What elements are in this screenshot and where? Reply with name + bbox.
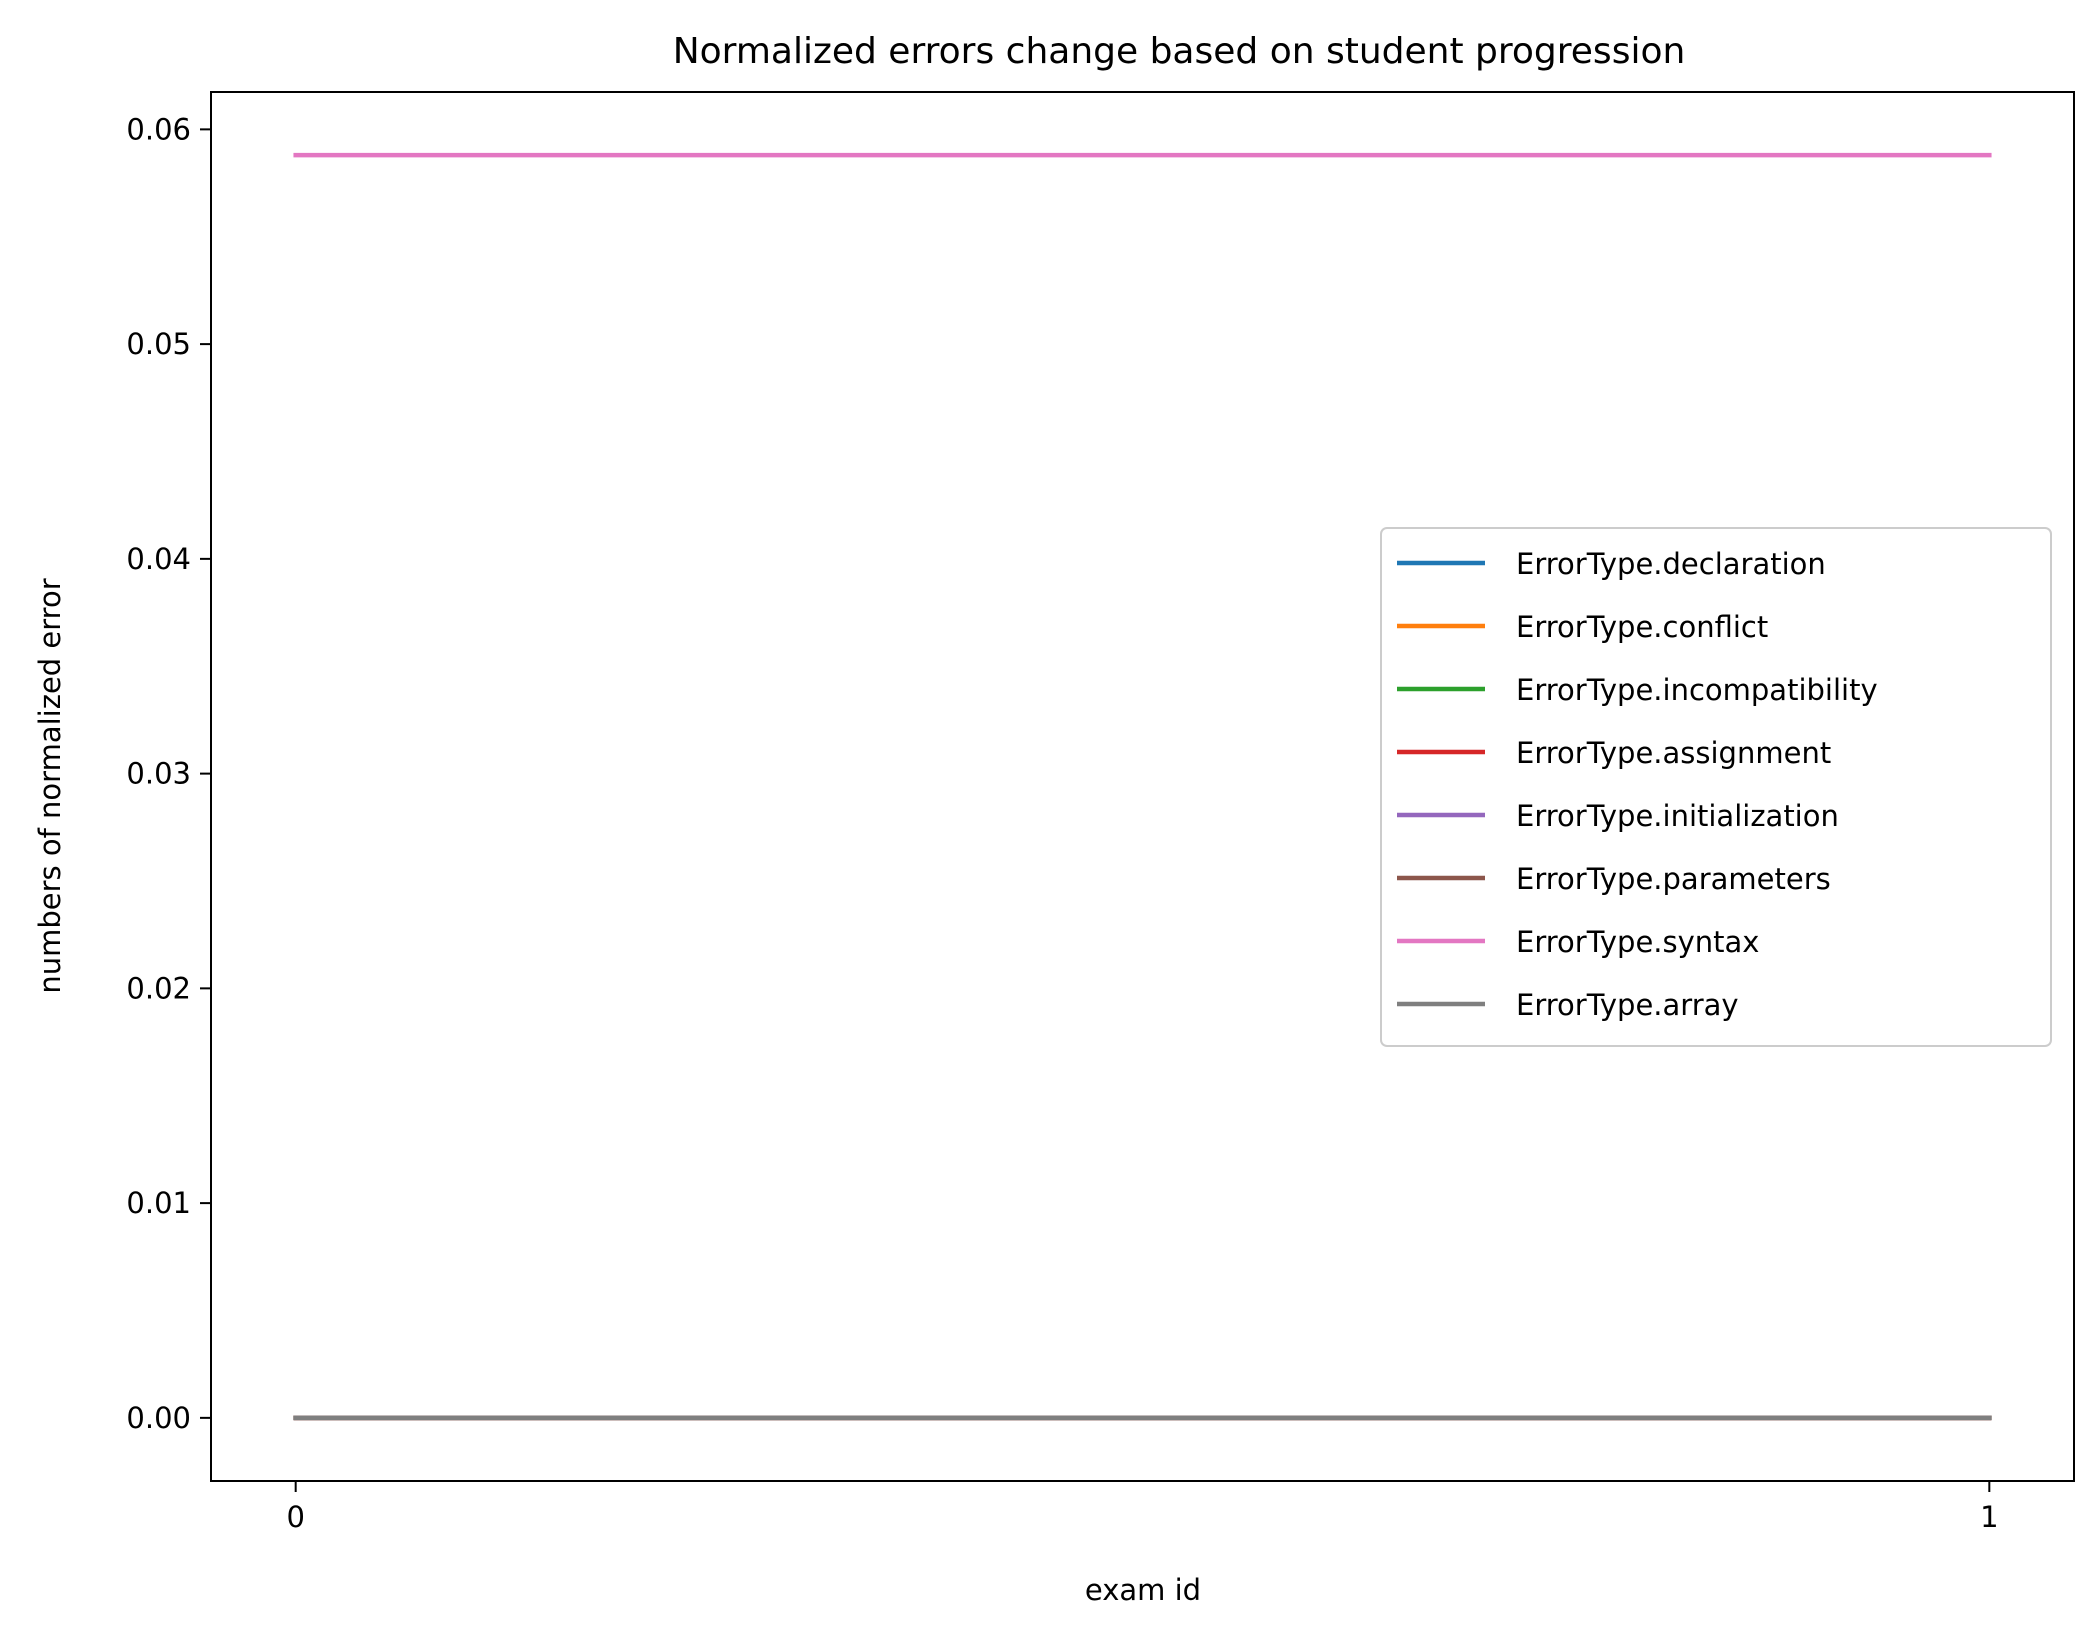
plot-border [210,91,2075,1482]
legend-label: ErrorType.assignment [1516,736,1831,770]
legend-label: ErrorType.parameters [1516,862,1831,896]
y-axis-label: numbers of normalized error [33,578,67,993]
y-tick-label: 0.03 [126,757,191,791]
x-axis-label: exam id [1085,1573,1201,1607]
y-tick-label: 0.04 [126,542,191,576]
legend-label: ErrorType.incompatibility [1516,673,1878,707]
y-tick-label: 0.02 [126,971,191,1005]
y-axis: 0.00 0.01 0.02 0.03 0.04 0.05 0.06 [126,112,211,1435]
legend-label: ErrorType.array [1516,988,1739,1022]
legend-label: ErrorType.conflict [1516,610,1768,644]
y-tick-label: 0.05 [126,327,191,361]
y-tick-label: 0.06 [126,112,191,146]
series-layer [293,152,1992,1421]
legend-label: ErrorType.initialization [1516,799,1839,833]
legend-label: ErrorType.syntax [1516,925,1759,959]
chart-title: Normalized errors change based on studen… [673,31,1686,72]
y-tick-label: 0.01 [126,1186,191,1220]
y-tick-label: 0.00 [126,1401,191,1435]
x-tick-label: 1 [1980,1500,1998,1534]
legend-frame [1380,527,2052,1047]
legend-label: ErrorType.declaration [1516,547,1826,581]
x-tick-label: 0 [286,1500,304,1534]
legend: ErrorType.declaration ErrorType.conflict E… [1380,527,2052,1047]
